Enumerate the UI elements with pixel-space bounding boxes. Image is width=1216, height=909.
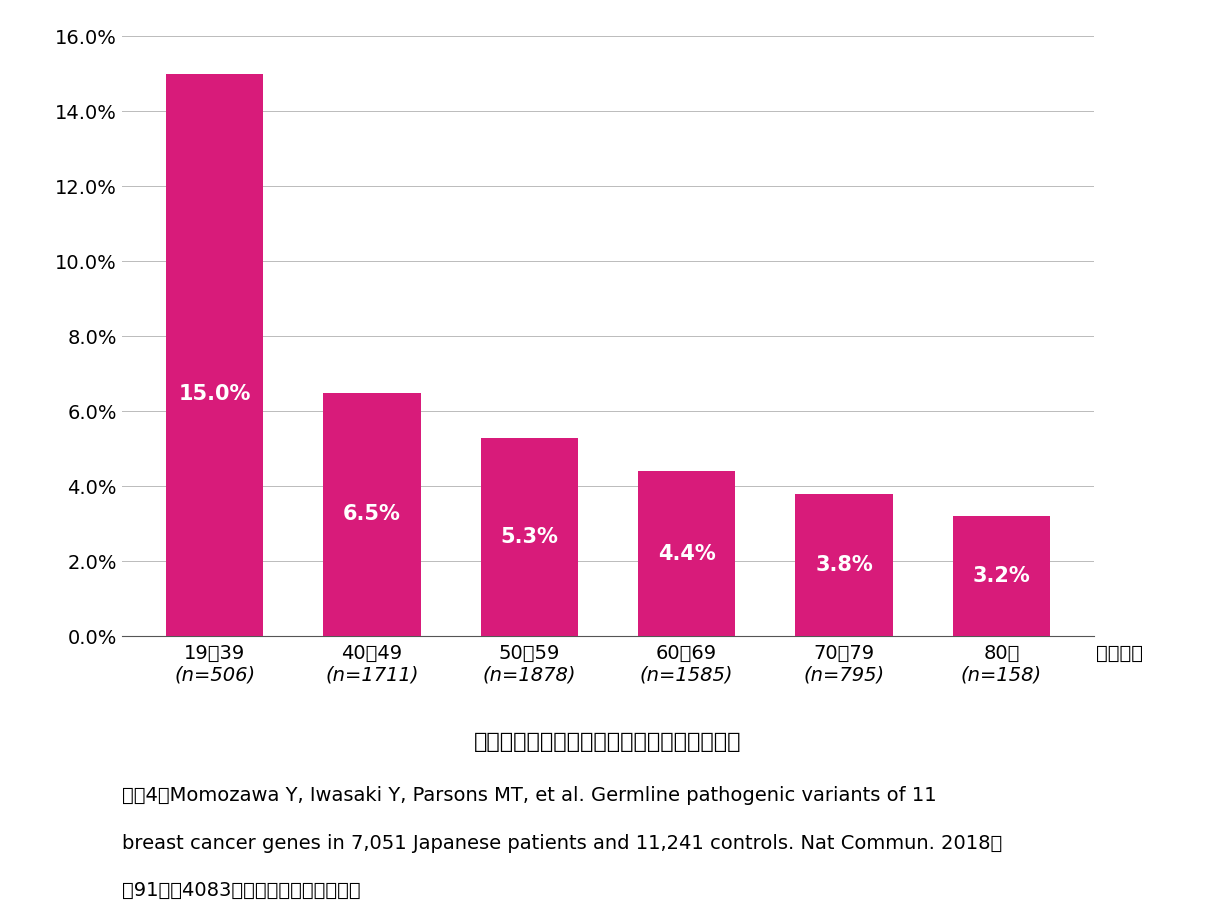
Bar — [952, 516, 1051, 636]
Text: 3.2%: 3.2% — [973, 566, 1030, 586]
Bar — [480, 437, 578, 636]
Text: 4.4%: 4.4% — [658, 544, 715, 564]
Text: 40～49: 40～49 — [342, 644, 402, 663]
Text: (n=1585): (n=1585) — [640, 665, 733, 684]
Text: 50～59: 50～59 — [499, 644, 561, 663]
Text: (n=506): (n=506) — [174, 665, 255, 684]
Text: 60～69: 60～69 — [657, 644, 717, 663]
Text: 15.0%: 15.0% — [179, 385, 250, 405]
Text: (n=795): (n=795) — [804, 665, 884, 684]
Text: (n=158): (n=158) — [961, 665, 1042, 684]
Text: 19～39: 19～39 — [184, 644, 246, 663]
Text: 70～79: 70～79 — [814, 644, 874, 663]
Text: 図１　乳癒発症年代別病的バリアント保持率: 図１ 乳癒発症年代別病的バリアント保持率 — [474, 732, 742, 752]
Text: 80～: 80～ — [984, 644, 1019, 663]
Bar — [323, 393, 421, 636]
Text: (n=1711): (n=1711) — [325, 665, 418, 684]
Text: 5.3%: 5.3% — [500, 527, 558, 547]
Text: 発症年代: 発症年代 — [1096, 644, 1143, 663]
Bar — [165, 74, 264, 636]
Bar — [638, 472, 736, 636]
Text: （91）：4083］より転載，　著者和訳: （91）：4083］より転載， 著者和訳 — [122, 881, 360, 900]
Text: 3.8%: 3.8% — [815, 555, 873, 575]
Bar — [795, 494, 893, 636]
Text: 文献4［Momozawa Y, Iwasaki Y, Parsons MT, et al. Germline pathogenic variants of 11: 文献4［Momozawa Y, Iwasaki Y, Parsons MT, e… — [122, 786, 936, 805]
Text: (n=1878): (n=1878) — [483, 665, 576, 684]
Text: breast cancer genes in 7,051 Japanese patients and 11,241 controls. Nat Commun. : breast cancer genes in 7,051 Japanese pa… — [122, 834, 1002, 853]
Text: 6.5%: 6.5% — [343, 504, 401, 524]
